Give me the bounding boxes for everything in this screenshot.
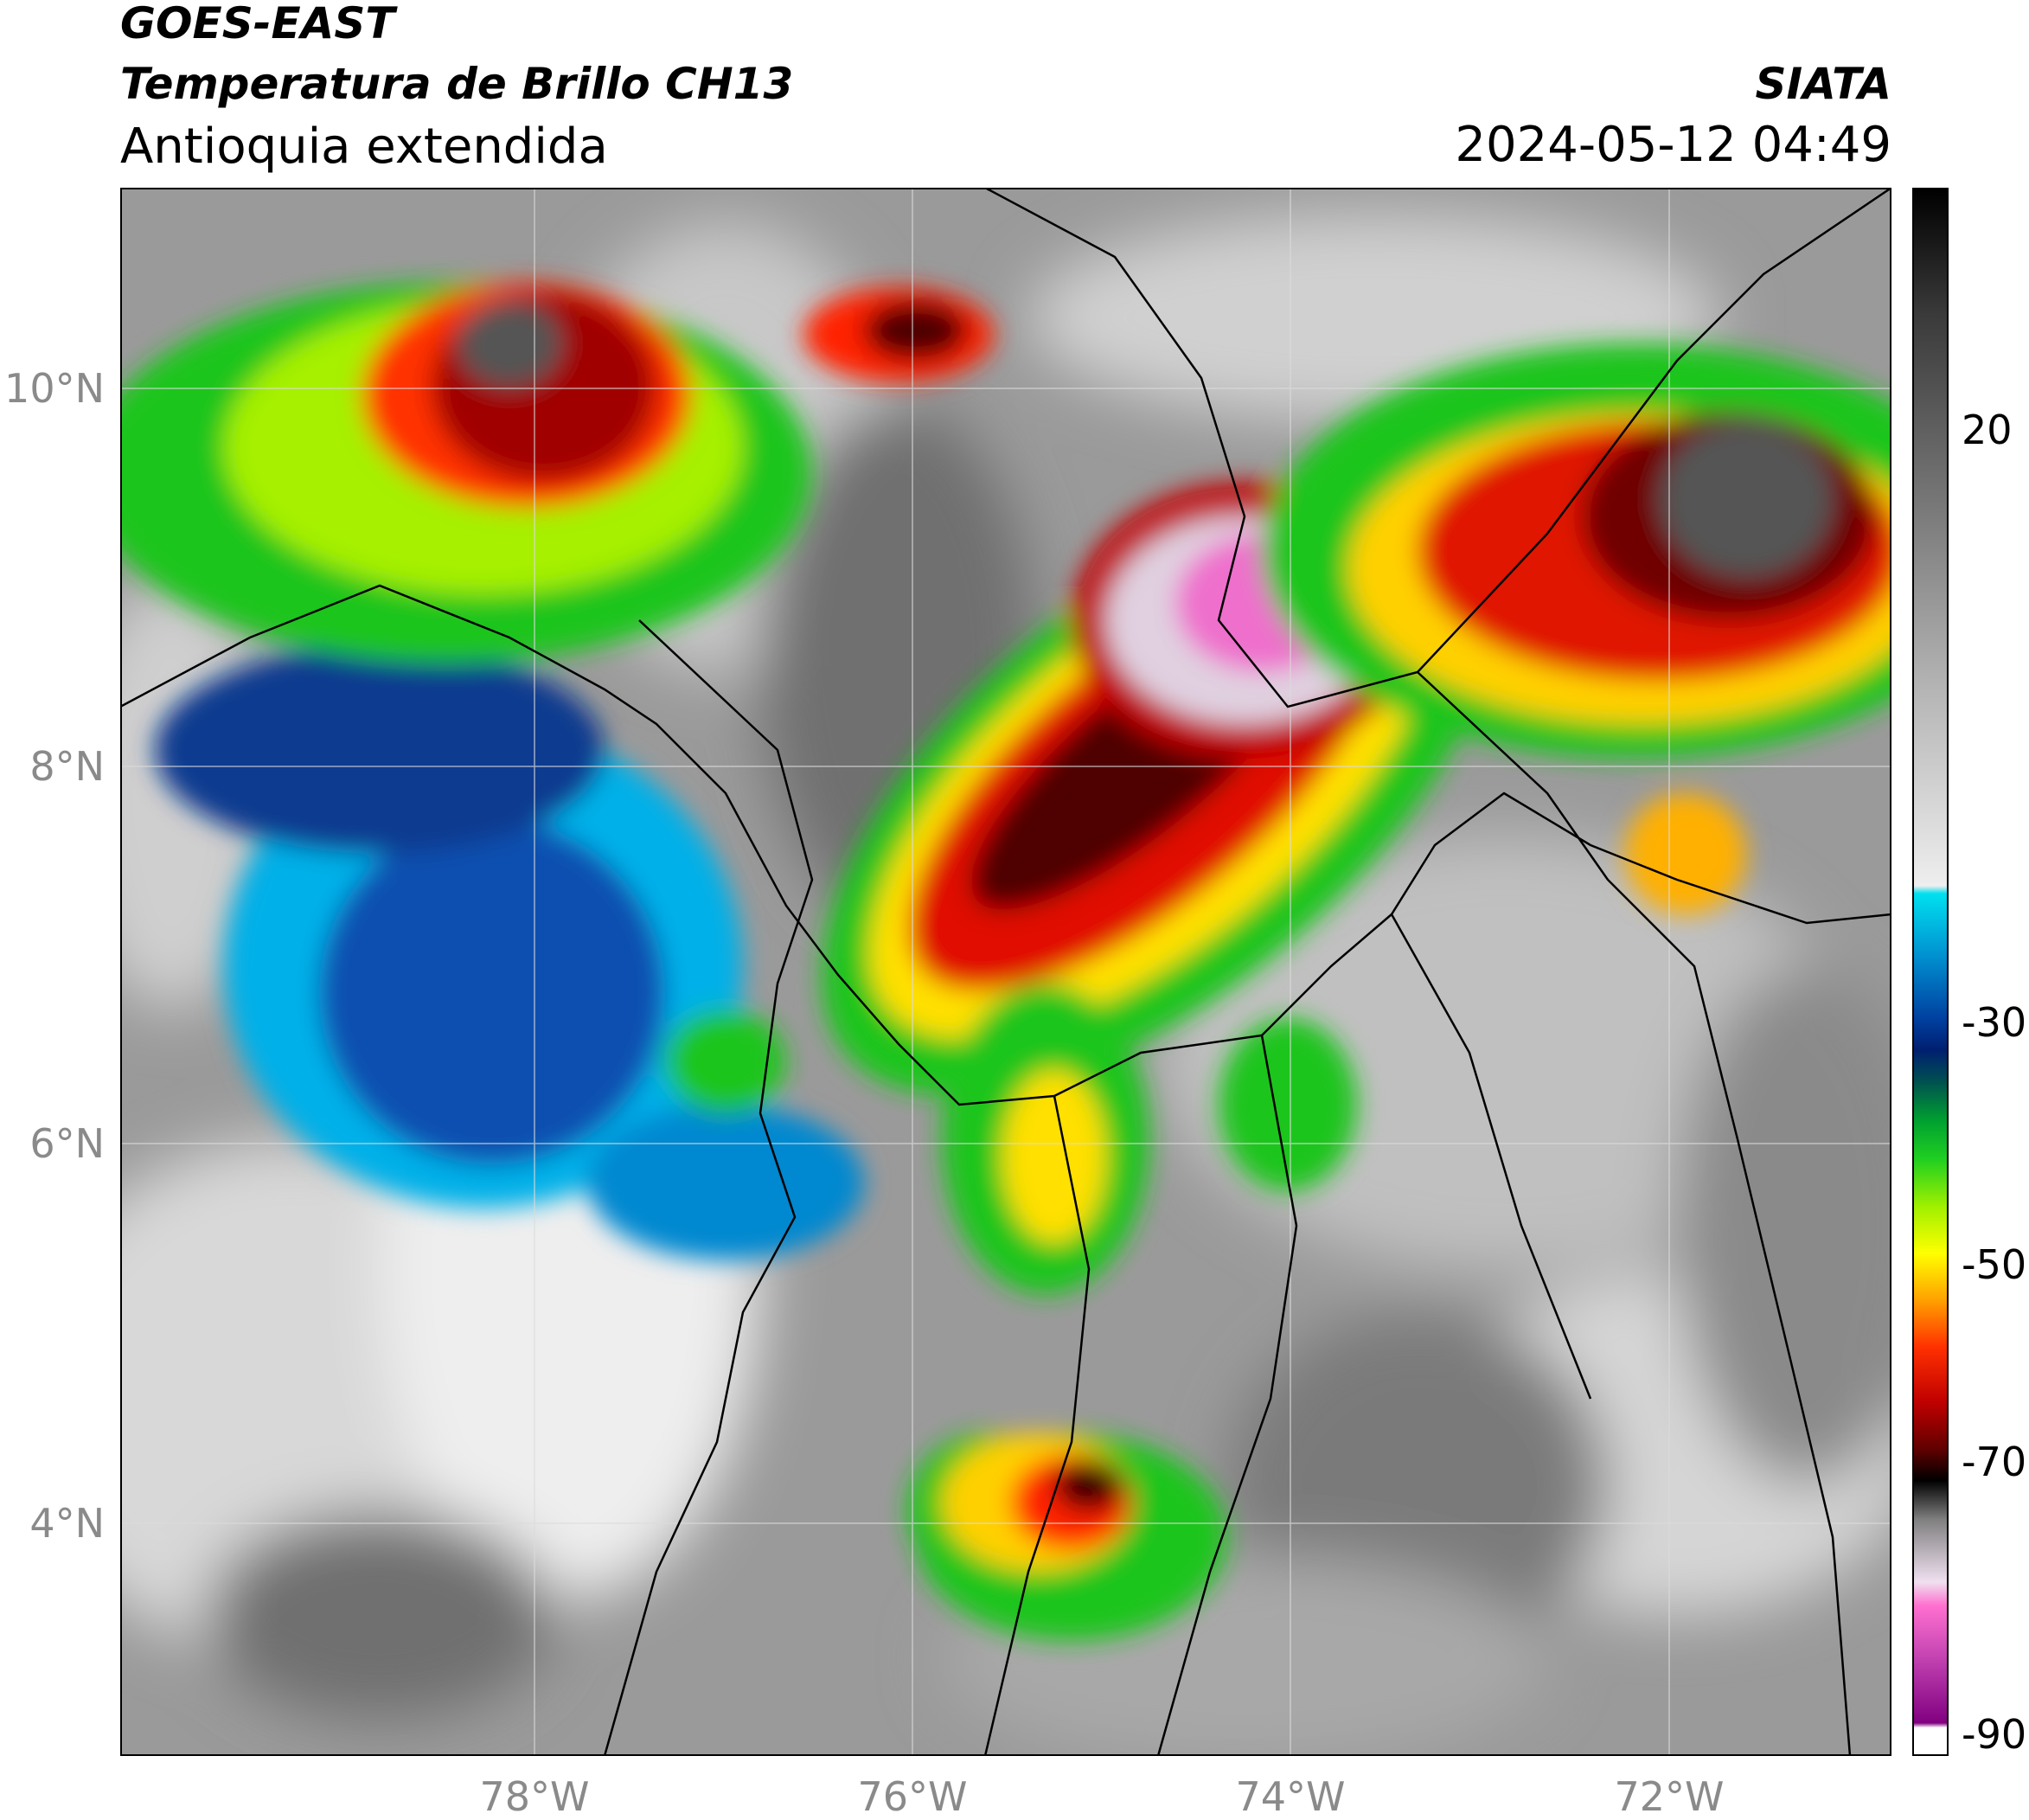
colorbar-tick-label: 20 [1962,407,2013,453]
datetime-label: 2024-05-12 04:49 [1455,117,1891,173]
subtitle-region: Antioquia extendida [120,119,608,175]
lon-label: 72°W [1614,1773,1725,1820]
convective-cells [120,283,1891,1641]
graticule [120,188,1891,1756]
lat-label: 6°N [29,1120,105,1167]
title-product: Temperatura de Brillo CH13 [120,59,794,109]
map-frame [120,188,1891,1756]
lat-label: 8°N [29,743,105,790]
lon-label: 78°W [479,1773,590,1820]
lat-label: 10°N [4,365,105,412]
colorbar-tick-label: -90 [1962,1711,2027,1758]
colorbar [1912,188,1949,1756]
lon-label: 74°W [1235,1773,1346,1820]
borders [120,188,1891,1756]
lon-label: 76°W [857,1773,968,1820]
colorbar-tick-label: -50 [1962,1241,2027,1288]
satellite-map [120,188,1891,1756]
colorbar-tick-label: -70 [1962,1439,2027,1485]
colorbar-tick-label: -30 [1962,999,2027,1046]
imagery [120,188,1891,1756]
title-satellite: GOES-EAST [120,0,395,48]
lat-label: 4°N [29,1500,105,1547]
source-label: SIATA [1755,59,1891,109]
